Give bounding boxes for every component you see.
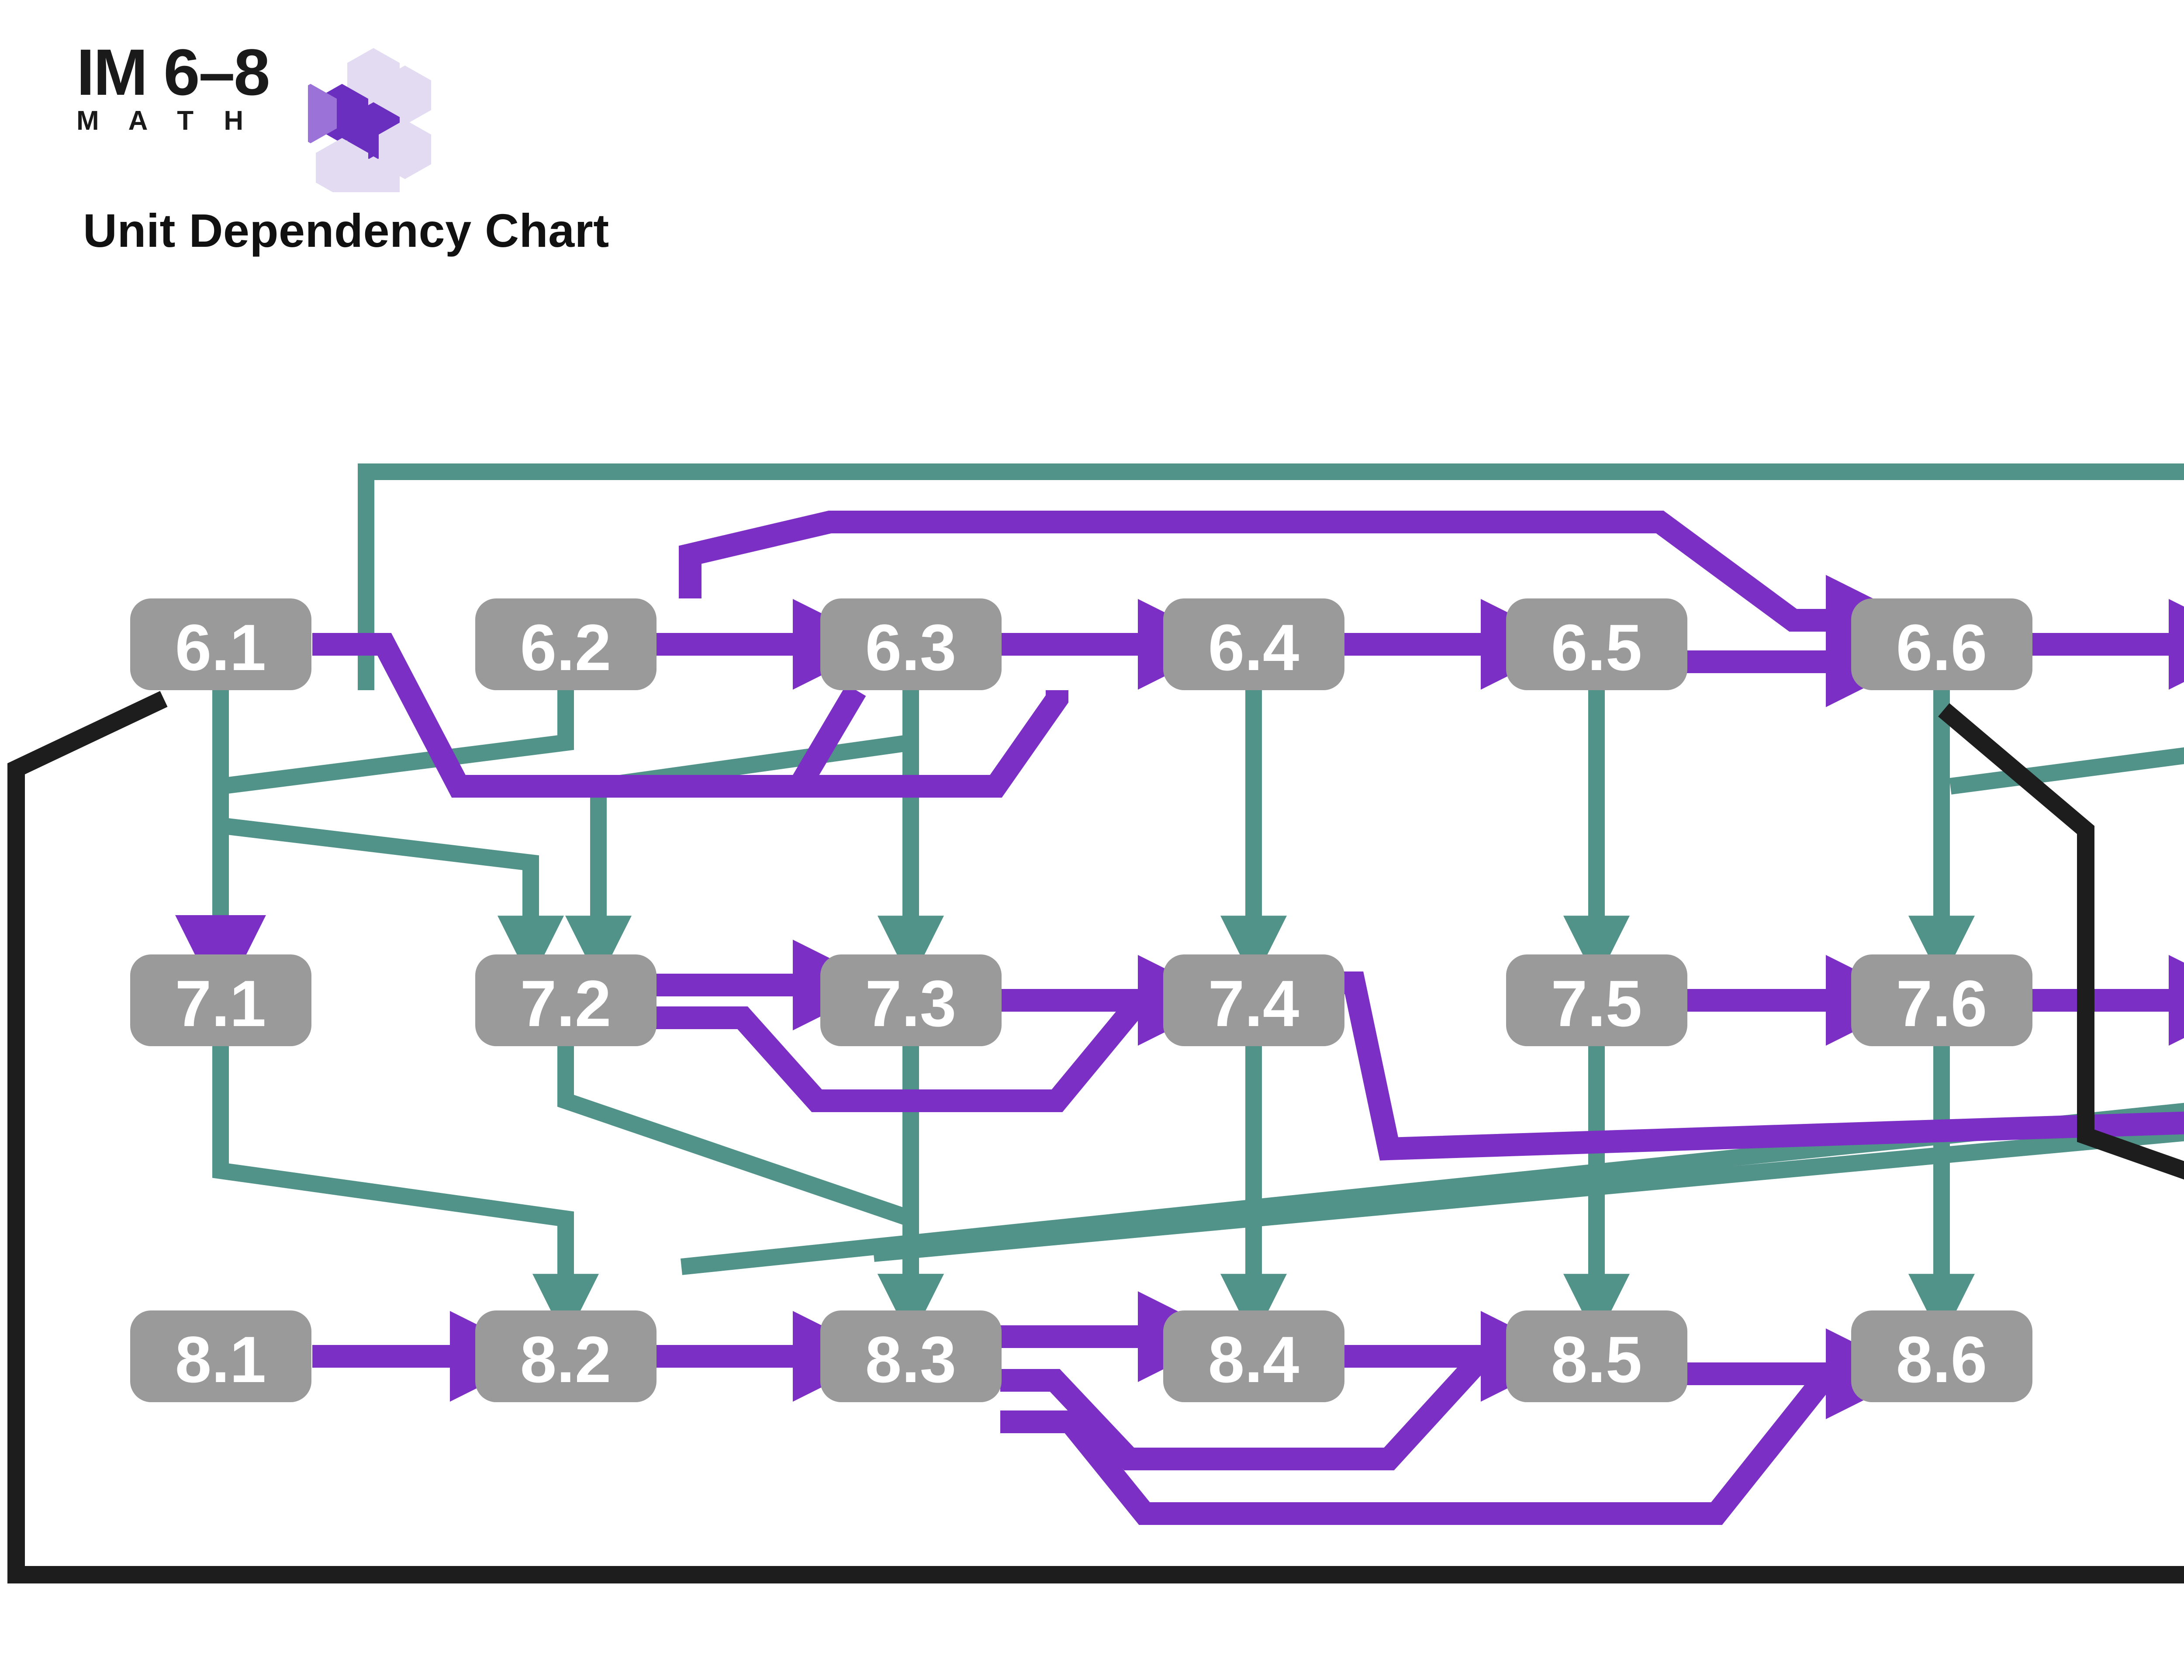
- node-6-5[interactable]: 6.5: [1506, 598, 1687, 690]
- logo-im-text: IM 6–8: [76, 35, 270, 109]
- logo-math-text: M A T H: [76, 106, 255, 136]
- node-6-2-label: 6.2: [520, 611, 612, 684]
- edge-7-7-to-8-6: [681, 1103, 2184, 1275]
- node-6-6-label: 6.6: [1896, 611, 1987, 684]
- edge-8-3-to-8-5: [1000, 1348, 1492, 1470]
- node-8-6[interactable]: 8.6: [1851, 1310, 2032, 1402]
- edge-6-1-lower-rail: [312, 633, 1068, 798]
- node-6-1-label: 6.1: [175, 611, 266, 684]
- node-8-1[interactable]: 8.1: [130, 1310, 311, 1402]
- edge-7-4-to-7-8: [1310, 971, 2184, 1161]
- node-8-3-label: 8.3: [865, 1323, 957, 1396]
- edge-8-3-to-8-6: [1000, 1366, 1837, 1525]
- node-6-4[interactable]: 6.4: [1163, 598, 1344, 690]
- edge-6-1-to-7-7: [358, 463, 2184, 690]
- edge-7-2-to-7-4: [655, 993, 1149, 1112]
- im-6-8-math-logo: IM 6–8 M A T H TM v.III: [76, 35, 431, 192]
- node-6-3-label: 6.3: [865, 611, 957, 684]
- node-7-3-label: 7.3: [865, 967, 957, 1040]
- node-7-2-label: 7.2: [520, 967, 612, 1040]
- node-7-4-label: 7.4: [1208, 967, 1299, 1040]
- node-6-2[interactable]: 6.2: [475, 598, 657, 690]
- node-6-6[interactable]: 6.6: [1851, 598, 2032, 690]
- node-6-4-label: 6.4: [1208, 611, 1299, 684]
- node-8-2-label: 8.2: [520, 1323, 612, 1396]
- page-title: Unit Dependency Chart: [83, 204, 609, 257]
- edge-6-1-to-8-8: [7, 691, 2184, 1583]
- node-6-3[interactable]: 6.3: [820, 598, 1002, 690]
- node-8-5[interactable]: 8.5: [1506, 1310, 1687, 1402]
- node-7-4[interactable]: 7.4: [1163, 954, 1344, 1046]
- node-8-4-label: 8.4: [1208, 1323, 1299, 1396]
- teal-edge-group: [187, 463, 2184, 1341]
- node-8-2[interactable]: 8.2: [475, 1310, 657, 1402]
- purple-edge-group: [175, 511, 2184, 1525]
- node-8-6-label: 8.6: [1896, 1323, 1987, 1396]
- edge-6-2-to-6-6: [679, 511, 1917, 666]
- edge-7-1-to-8-2: [212, 1046, 599, 1341]
- node-8-5-label: 8.5: [1551, 1323, 1642, 1396]
- edge-6-3-to-7-3: [565, 690, 919, 982]
- node-7-5[interactable]: 7.5: [1506, 954, 1687, 1046]
- node-7-6-label: 7.6: [1896, 967, 1987, 1040]
- edge-6-1-to-7-2: [212, 690, 564, 982]
- edge-6-2-to-7-1: [187, 690, 574, 982]
- node-6-5-label: 6.5: [1551, 611, 1642, 684]
- node-7-3[interactable]: 7.3: [820, 954, 1002, 1046]
- edge-7-8-to-8-8: [873, 1124, 2184, 1262]
- node-6-1[interactable]: 6.1: [130, 598, 311, 690]
- node-7-6[interactable]: 7.6: [1851, 954, 2032, 1046]
- edge-6-7-to-7-7: [1949, 747, 2184, 795]
- node-7-5-label: 7.5: [1551, 967, 1642, 1040]
- black-edge-group: [7, 691, 2184, 1583]
- node-7-2[interactable]: 7.2: [475, 954, 657, 1046]
- node-8-1-label: 8.1: [175, 1323, 266, 1396]
- node-8-3[interactable]: 8.3: [820, 1310, 1002, 1402]
- logo-version-text: v.III: [282, 118, 309, 139]
- edge-6-6-to-8-7: [1938, 703, 2184, 1180]
- node-7-1[interactable]: 7.1: [130, 954, 311, 1046]
- node-8-4[interactable]: 8.4: [1163, 1310, 1344, 1402]
- logo-hexagons: [308, 48, 431, 192]
- node-7-1-label: 7.1: [175, 967, 266, 1040]
